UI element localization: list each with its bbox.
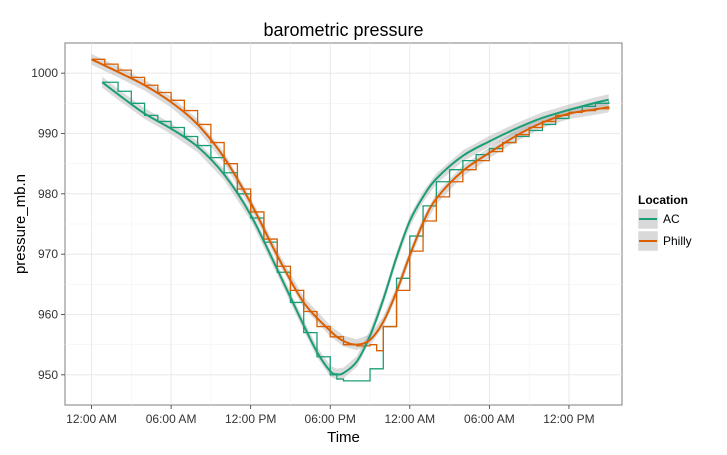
y-tick-label: 960 (38, 308, 58, 322)
x-tick-label: 12:00 AM (384, 412, 435, 426)
y-tick-label: 950 (38, 368, 58, 382)
x-tick-label: 06:00 AM (464, 412, 515, 426)
x-axis-title: Time (327, 429, 360, 446)
series-group (91, 53, 610, 382)
plot-area (64, 42, 623, 406)
series-smooth-line (101, 81, 609, 376)
x-tick-label: 06:00 AM (146, 412, 197, 426)
y-axis-title: pressure_mb.n (12, 174, 29, 274)
y-tick-label: 1000 (31, 66, 58, 80)
y-tick-label: 970 (38, 247, 58, 261)
chart-title: barometric pressure (263, 20, 423, 40)
y-tick-label: 980 (38, 187, 58, 201)
legend-label: AC (663, 212, 680, 226)
x-tick-label: 12:00 AM (66, 412, 117, 426)
legend-title: Location (638, 193, 688, 207)
x-tick-label: 12:00 PM (543, 412, 594, 426)
legend-label: Philly (663, 234, 692, 248)
y-tick-label: 990 (38, 127, 58, 141)
series-smooth-line (91, 58, 609, 346)
legend: Location AC Philly (637, 193, 692, 252)
series-step-line (102, 81, 610, 382)
x-tick-label: 06:00 PM (305, 412, 356, 426)
x-tick-label: 12:00 PM (225, 412, 276, 426)
series-step-line (91, 58, 610, 352)
